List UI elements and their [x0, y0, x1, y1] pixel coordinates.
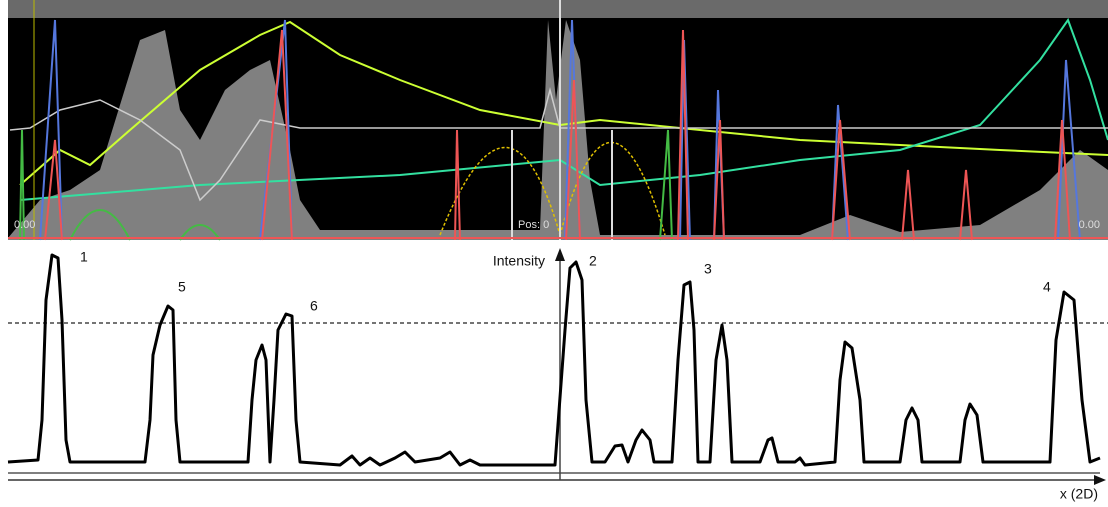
y-axis-label: Intensity	[493, 253, 545, 269]
page: {"top_panel": {"left_label": "0.00", "ce…	[0, 0, 1108, 507]
peak-label: 6	[310, 298, 318, 314]
figure: 0.00 Pos: 0 0.00 Intensity x (2D) 1 5 6 …	[0, 0, 1108, 507]
right-label: 0.00	[1079, 219, 1100, 231]
intensity-profile	[8, 255, 1100, 465]
peak-label: 5	[178, 279, 186, 295]
left-label: 0.00	[14, 219, 35, 231]
peak-label: 3	[704, 261, 712, 277]
peak-label: 2	[589, 253, 597, 269]
body: 0.00 Pos: 0 0.00 Intensity x (2D) 1 5 6 …	[0, 0, 1108, 507]
top-strip	[8, 0, 1108, 18]
peak-label: 1	[80, 249, 88, 265]
center-label: Pos: 0	[518, 219, 549, 231]
peak-label: 4	[1043, 279, 1051, 295]
x-axis-label: x (2D)	[1060, 486, 1098, 502]
y-arrow	[555, 248, 565, 261]
x-arrow	[1094, 475, 1106, 485]
